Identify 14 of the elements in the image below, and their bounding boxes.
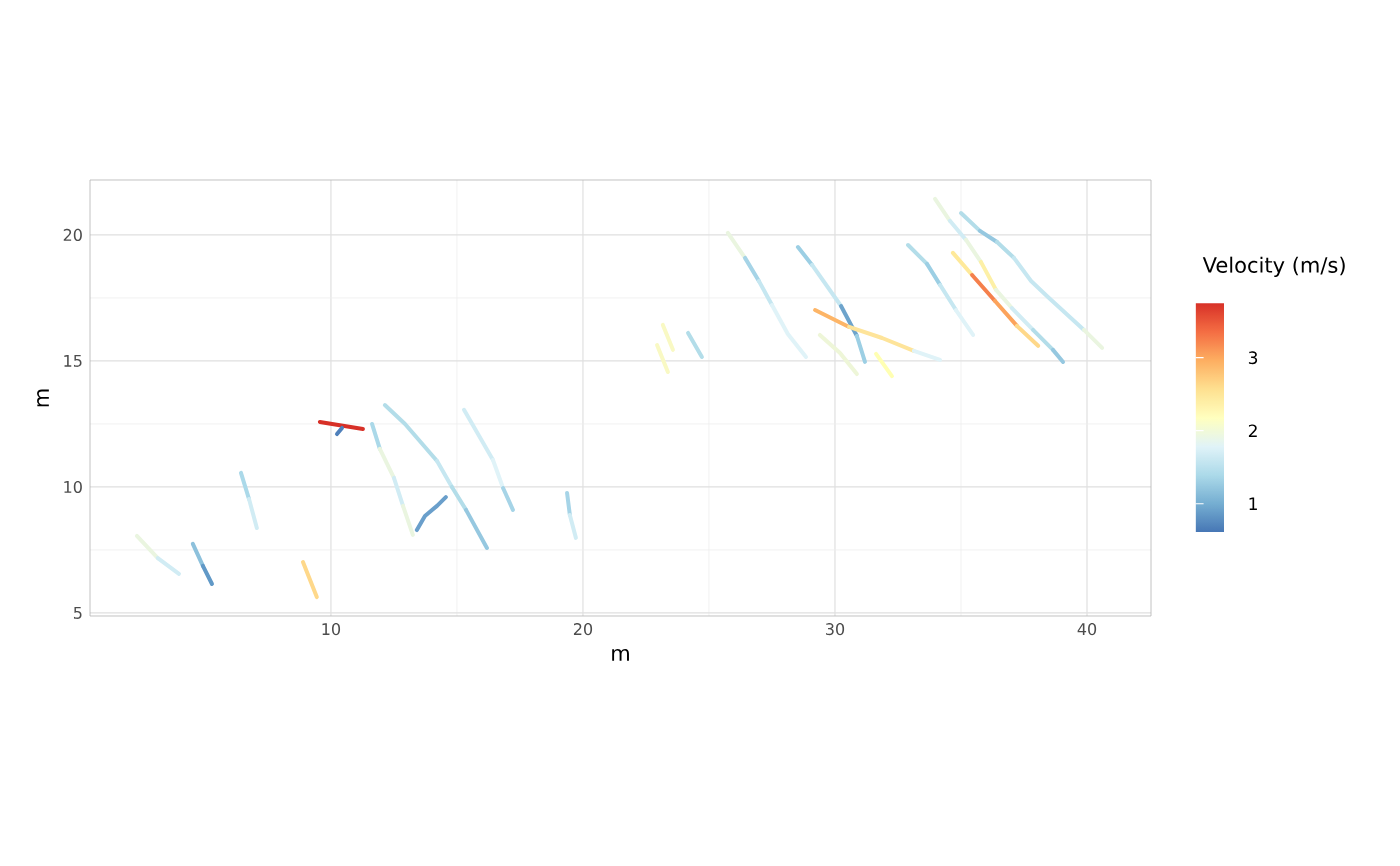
x-tick-label: 30 (826, 623, 845, 636)
color-bar-title: Velocity (m/s) (1202, 256, 1345, 277)
y-tick-label: 5 (73, 607, 82, 619)
y-tick-label: 15 (64, 355, 82, 367)
x-tick-label: 40 (1077, 623, 1097, 636)
y-tick-label: 10 (64, 480, 82, 493)
x-axis-title: m (612, 648, 629, 661)
color-bar-label: 2 (1248, 424, 1257, 438)
y-axis-title: m (37, 389, 49, 407)
color-bar-label: 1 (1249, 497, 1257, 510)
x-tick-label: 10 (322, 623, 341, 636)
x-tick-label: 20 (573, 623, 593, 636)
color-bar-label: 3 (1248, 351, 1258, 365)
y-tick-label: 20 (63, 228, 82, 241)
